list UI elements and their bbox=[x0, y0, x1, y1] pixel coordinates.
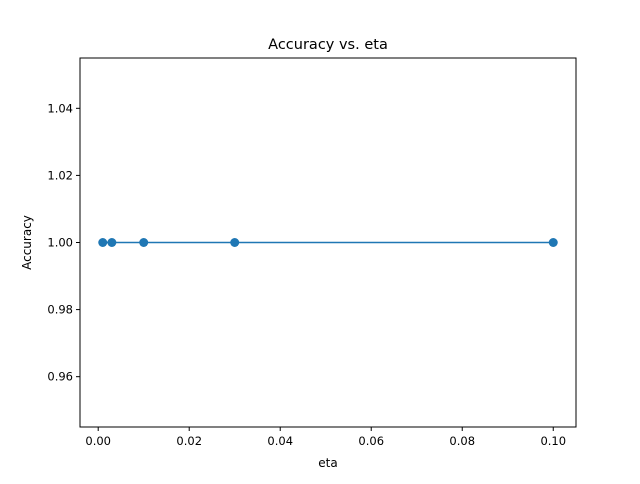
y-axis-ticks: 0.96 0.98 1.00 1.02 1.04 bbox=[47, 101, 80, 384]
y-tick-label: 1.04 bbox=[47, 101, 73, 115]
data-point bbox=[98, 238, 108, 247]
y-tick-label: 1.02 bbox=[47, 168, 73, 182]
y-tick-label: 0.98 bbox=[47, 303, 73, 317]
x-tick-label: 0.08 bbox=[449, 434, 475, 448]
series-layer bbox=[98, 238, 558, 247]
x-tick-label: 0.04 bbox=[267, 434, 293, 448]
x-tick-label: 0.10 bbox=[540, 434, 566, 448]
plot-frame bbox=[79, 57, 577, 428]
y-tick-label: 1.00 bbox=[47, 236, 73, 250]
data-point bbox=[548, 238, 558, 247]
x-tick-label: 0.00 bbox=[85, 434, 111, 448]
y-axis-label: Accuracy bbox=[20, 215, 34, 270]
data-point bbox=[230, 238, 240, 247]
data-point bbox=[139, 238, 149, 247]
x-axis-label: eta bbox=[318, 456, 337, 470]
x-tick-label: 0.02 bbox=[176, 434, 202, 448]
chart-title: Accuracy vs. eta bbox=[268, 37, 388, 53]
y-tick-label: 0.96 bbox=[47, 370, 73, 384]
x-tick-label: 0.06 bbox=[358, 434, 384, 448]
x-axis-ticks: 0.00 0.02 0.04 0.06 0.08 0.10 bbox=[85, 427, 566, 448]
data-point bbox=[107, 238, 117, 247]
